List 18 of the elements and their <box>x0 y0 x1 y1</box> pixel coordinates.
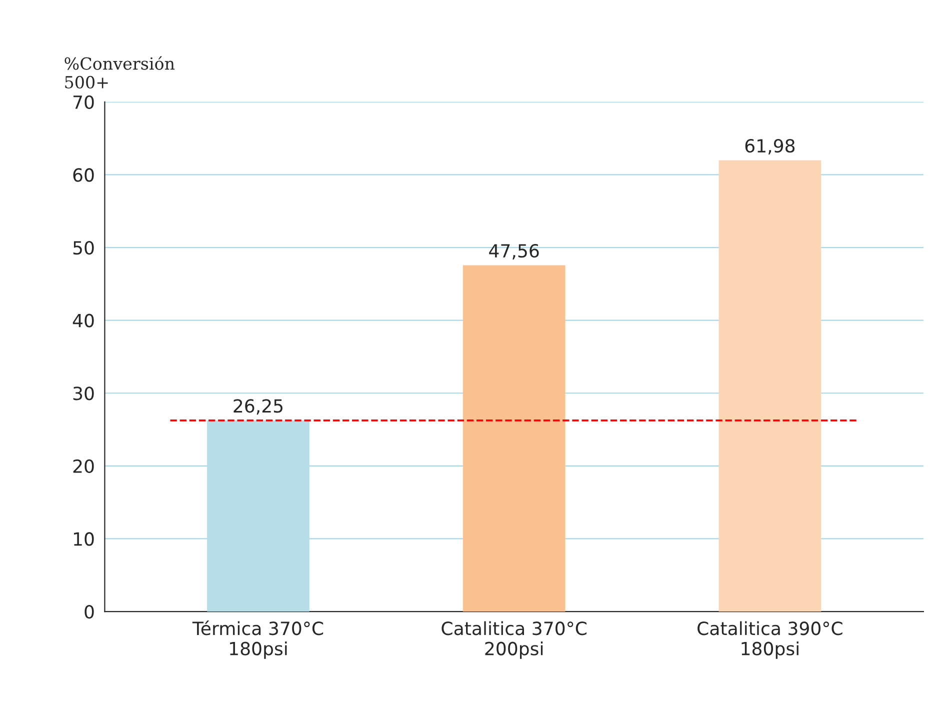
y-tick-label: 20 <box>73 459 94 474</box>
y-tick-label: 40 <box>72 314 94 328</box>
x-tick-label: Térmica 370°C 180psi <box>192 620 324 659</box>
y-axis-title: %Conversión 500+ <box>64 56 175 88</box>
y-tick-label: 50 <box>73 240 94 255</box>
bar <box>462 265 566 612</box>
y-tick-label: 0 <box>84 604 94 619</box>
data-label: 26,25 <box>234 399 282 415</box>
bar <box>718 160 822 612</box>
bar <box>207 420 310 612</box>
y-tick-label: 60 <box>73 168 94 182</box>
data-label: 61,98 <box>745 138 795 154</box>
y-tick-label: 30 <box>73 386 94 400</box>
x-tick-label: Catalitica 370°C 200psi <box>442 621 586 659</box>
x-tick-label: Catalitica 390°C 180psi <box>698 621 842 659</box>
y-tick-label: 70 <box>74 95 94 110</box>
data-label: 47,56 <box>489 244 539 260</box>
y-tick-label: 10 <box>74 532 94 546</box>
